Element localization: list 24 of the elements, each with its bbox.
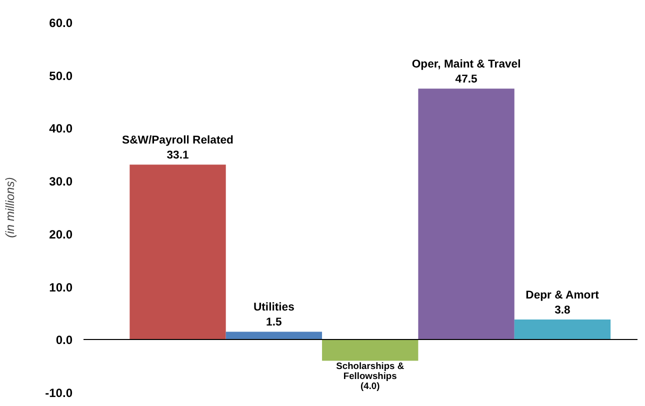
bar [130, 164, 226, 340]
data-label: (4.0) [360, 380, 380, 391]
data-label: 1.5 [266, 316, 282, 329]
x-tick-label: Oper, Maint & Travel [412, 58, 521, 71]
bar [322, 340, 418, 361]
data-label: 47.5 [455, 74, 478, 86]
y-tick-label: 30.0 [49, 174, 73, 189]
y-tick-label: 40.0 [49, 122, 73, 136]
y-tick-label: 50.0 [49, 68, 73, 83]
y-tick-label: 20.0 [49, 227, 73, 242]
x-tick-label: Scholarships & Fellowships [336, 360, 404, 381]
y-tick-label: 0.0 [56, 333, 73, 348]
bar [226, 332, 322, 340]
bar [514, 320, 611, 340]
y-tick-label: 60.0 [49, 16, 73, 30]
x-tick-label: S&W/Payroll Related [122, 134, 234, 147]
y-tick-label: -10.0 [45, 386, 73, 400]
bar [418, 88, 514, 340]
x-tick-label: Utilities [253, 302, 294, 314]
data-label: 33.1 [166, 150, 189, 162]
data-label: 3.8 [554, 304, 570, 317]
y-axis-title: (in millions) [3, 177, 18, 238]
x-tick-label: Depr & Amort [526, 290, 600, 302]
y-tick-label: 10.0 [49, 280, 73, 294]
